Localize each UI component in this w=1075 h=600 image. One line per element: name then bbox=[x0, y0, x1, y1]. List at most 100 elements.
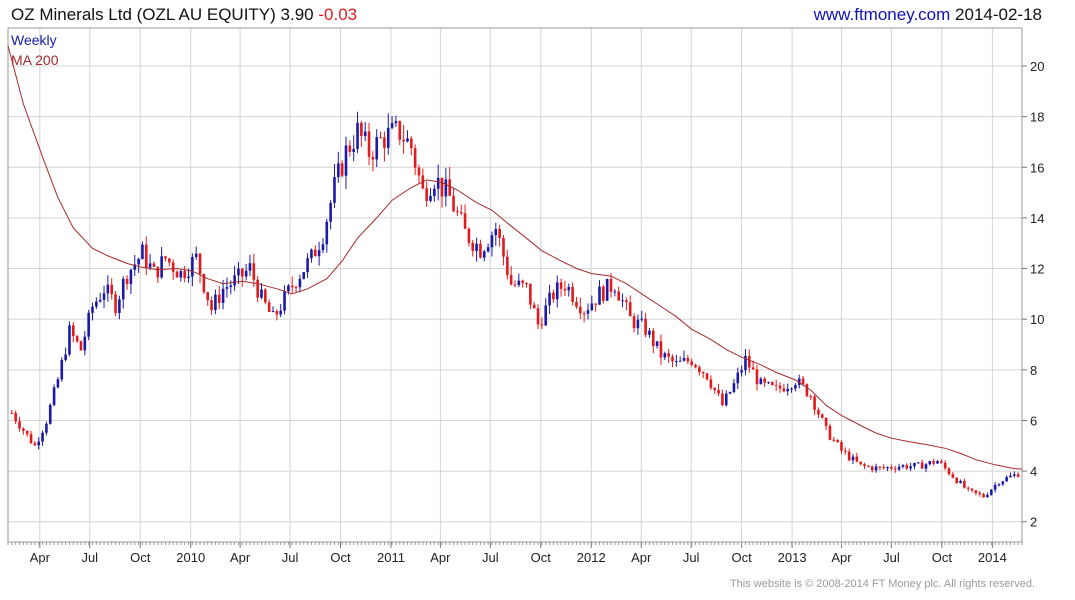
candle-body bbox=[701, 372, 705, 374]
candle bbox=[936, 459, 939, 464]
candle bbox=[893, 465, 897, 473]
candle-body bbox=[801, 378, 805, 385]
candle bbox=[525, 282, 528, 288]
candle bbox=[947, 467, 951, 476]
candle bbox=[360, 120, 363, 147]
candle-body bbox=[456, 211, 459, 213]
candle bbox=[95, 297, 98, 310]
chart-date: 2014-02-18 bbox=[955, 5, 1042, 24]
candle bbox=[210, 296, 213, 316]
candle bbox=[60, 357, 64, 382]
candle bbox=[475, 237, 478, 262]
candle-body bbox=[348, 145, 352, 153]
candle bbox=[851, 453, 855, 464]
y-tick-label: 2 bbox=[1030, 515, 1037, 530]
candle-body bbox=[367, 131, 371, 157]
candle bbox=[859, 461, 862, 466]
y-tick-label: 14 bbox=[1030, 211, 1044, 226]
candle bbox=[45, 421, 48, 436]
candle bbox=[675, 354, 678, 367]
candle bbox=[198, 252, 202, 284]
candle-body bbox=[598, 286, 601, 305]
candle bbox=[909, 462, 912, 472]
candle bbox=[194, 246, 198, 260]
y-tick-label: 20 bbox=[1030, 59, 1044, 74]
candle-body bbox=[575, 301, 578, 307]
candle-body bbox=[214, 294, 217, 311]
candle bbox=[755, 364, 759, 391]
candle bbox=[540, 317, 544, 330]
candle-body bbox=[771, 382, 774, 385]
candle bbox=[736, 367, 740, 389]
candle bbox=[594, 303, 597, 312]
candle-body bbox=[252, 263, 256, 280]
candle-body bbox=[98, 299, 102, 302]
candle bbox=[820, 413, 824, 419]
candle bbox=[429, 187, 432, 203]
candle bbox=[390, 116, 394, 130]
candle-body bbox=[179, 271, 183, 278]
candle-body bbox=[198, 253, 202, 275]
site-link[interactable]: www.ftmoney.com bbox=[813, 5, 951, 24]
candle-body bbox=[102, 293, 106, 300]
candle bbox=[306, 253, 309, 278]
candle bbox=[171, 259, 175, 281]
candle bbox=[444, 167, 448, 207]
candle bbox=[874, 463, 878, 473]
chart-header-left: OZ Minerals Ltd (OZL AU EQUITY) 3.90 -0.… bbox=[11, 5, 357, 25]
candle-body bbox=[313, 249, 317, 257]
candle-body bbox=[144, 244, 148, 268]
candle-body bbox=[310, 249, 313, 259]
candle-body bbox=[548, 292, 551, 306]
candle bbox=[509, 265, 513, 286]
x-axis: Apr Jul Oct 2010 Apr Jul Oct 2011 Apr Jul Oct 2012 A… bbox=[7, 542, 1023, 565]
candle-body bbox=[356, 122, 359, 149]
candle-body bbox=[129, 269, 133, 284]
candle bbox=[56, 377, 60, 389]
candle bbox=[183, 265, 186, 283]
x-tick-label: Apr bbox=[631, 550, 652, 565]
candle-body bbox=[486, 247, 490, 252]
candle bbox=[348, 140, 352, 157]
candle bbox=[609, 273, 613, 298]
candle-body bbox=[237, 268, 240, 276]
candle bbox=[824, 417, 828, 431]
chart-header-right: www.ftmoney.com 2014-02-18 bbox=[814, 5, 1042, 25]
candle bbox=[997, 483, 1001, 487]
candle bbox=[878, 466, 882, 471]
security-title: OZ Minerals Ltd (OZL AU EQUITY) bbox=[11, 5, 276, 24]
candle-body bbox=[936, 461, 939, 464]
candle bbox=[490, 231, 494, 257]
candle-body bbox=[168, 258, 171, 263]
candle-body bbox=[386, 127, 390, 148]
candle-body bbox=[932, 461, 935, 464]
candle bbox=[456, 206, 459, 216]
candle bbox=[106, 275, 110, 302]
candle bbox=[986, 492, 989, 498]
candle bbox=[237, 261, 240, 284]
candle bbox=[836, 439, 839, 443]
candle bbox=[767, 381, 770, 384]
candle bbox=[974, 490, 978, 496]
candle-body bbox=[452, 195, 455, 212]
candle-body bbox=[721, 393, 724, 406]
candle bbox=[559, 278, 563, 297]
candle-body bbox=[260, 289, 263, 298]
candle bbox=[271, 306, 275, 313]
candle-body bbox=[71, 325, 75, 337]
candle bbox=[782, 383, 786, 393]
candle bbox=[25, 430, 29, 437]
candle-body bbox=[951, 474, 955, 478]
candle-body bbox=[651, 330, 655, 347]
candle-body bbox=[751, 367, 755, 370]
candle bbox=[886, 466, 889, 472]
candle-body bbox=[559, 282, 563, 289]
candle-body bbox=[471, 242, 475, 251]
candle bbox=[275, 309, 279, 321]
candle bbox=[225, 277, 229, 298]
candle bbox=[728, 391, 732, 395]
candle bbox=[459, 204, 463, 216]
candle bbox=[602, 284, 605, 304]
candle-body bbox=[413, 148, 417, 168]
